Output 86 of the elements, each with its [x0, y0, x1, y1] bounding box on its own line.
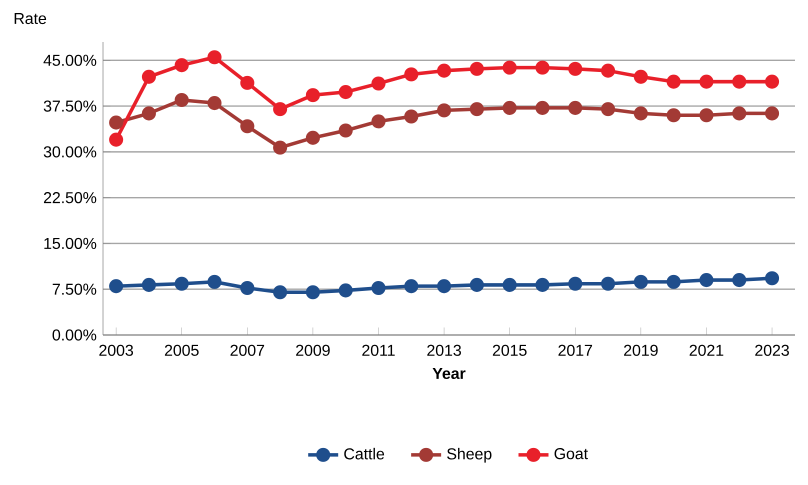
x-tick-label: 2023 [755, 344, 789, 356]
point [273, 285, 288, 300]
x-tick-label: 2017 [558, 344, 592, 356]
y-tick-label: 7.50% [52, 284, 96, 295]
point [699, 273, 714, 288]
point [306, 130, 320, 145]
point [338, 283, 353, 298]
point [502, 100, 517, 115]
point [273, 102, 288, 116]
point [568, 100, 582, 115]
point [666, 274, 681, 289]
y-tick-label: 0.00% [52, 329, 96, 341]
point [207, 50, 222, 64]
point [470, 62, 484, 76]
point [142, 70, 156, 84]
point [699, 108, 714, 122]
point [568, 276, 582, 291]
point [273, 140, 288, 155]
x-tick-label: 2011 [362, 344, 395, 356]
point [240, 280, 254, 296]
point [470, 102, 484, 116]
point [601, 102, 616, 116]
point [207, 96, 222, 110]
point [404, 109, 418, 124]
point [732, 106, 746, 120]
point [371, 280, 386, 296]
x-tick-label: 2003 [99, 344, 134, 356]
legend-label: Cattle [344, 448, 384, 460]
point [634, 274, 648, 289]
point [306, 88, 320, 102]
x-tick-label: 2007 [230, 344, 264, 356]
point [535, 100, 550, 115]
point [732, 273, 746, 288]
point [732, 74, 746, 89]
point [109, 279, 124, 294]
point [174, 58, 189, 72]
point [174, 92, 189, 108]
point [699, 74, 714, 89]
point [634, 106, 648, 120]
point [240, 119, 254, 134]
y-axis-title: Rate [14, 13, 46, 24]
point [666, 108, 681, 122]
x-tick-label: 2015 [492, 344, 527, 356]
y-tick-label: 45.00% [44, 54, 96, 66]
legend-label: Sheep [447, 448, 492, 463]
x-axis-title: Year [432, 368, 466, 380]
point [535, 278, 550, 292]
point [338, 85, 353, 100]
point [306, 285, 320, 300]
y-tick-label: 22.50% [44, 192, 96, 204]
x-tick-label: 2005 [164, 344, 199, 356]
point [601, 64, 616, 78]
legend-label: Goat [554, 448, 588, 460]
point [371, 76, 386, 91]
point [240, 76, 254, 90]
point [765, 106, 780, 120]
point [634, 70, 648, 84]
point [371, 114, 386, 128]
point [437, 103, 452, 118]
point [142, 106, 156, 120]
x-tick-label: 2019 [624, 344, 658, 356]
point [535, 60, 550, 75]
point [404, 279, 418, 294]
point [765, 74, 780, 89]
y-tick-label: 15.00% [44, 238, 96, 250]
point [502, 60, 517, 75]
y-tick-label: 37.50% [44, 100, 96, 112]
point [765, 271, 780, 286]
point [437, 64, 452, 78]
point [437, 279, 452, 294]
point [207, 274, 222, 289]
point [338, 123, 353, 138]
x-tick-label: 2021 [690, 344, 724, 356]
point [666, 74, 681, 89]
point [109, 116, 124, 130]
point [174, 276, 189, 291]
point [109, 132, 124, 147]
point [470, 278, 484, 292]
point [404, 67, 418, 82]
point [142, 278, 156, 292]
x-tick-label: 2009 [296, 344, 330, 356]
y-tick-label: 30.00% [44, 146, 96, 158]
point [568, 62, 582, 76]
x-tick-label: 2013 [427, 344, 461, 356]
point [502, 278, 517, 292]
point [601, 276, 616, 291]
